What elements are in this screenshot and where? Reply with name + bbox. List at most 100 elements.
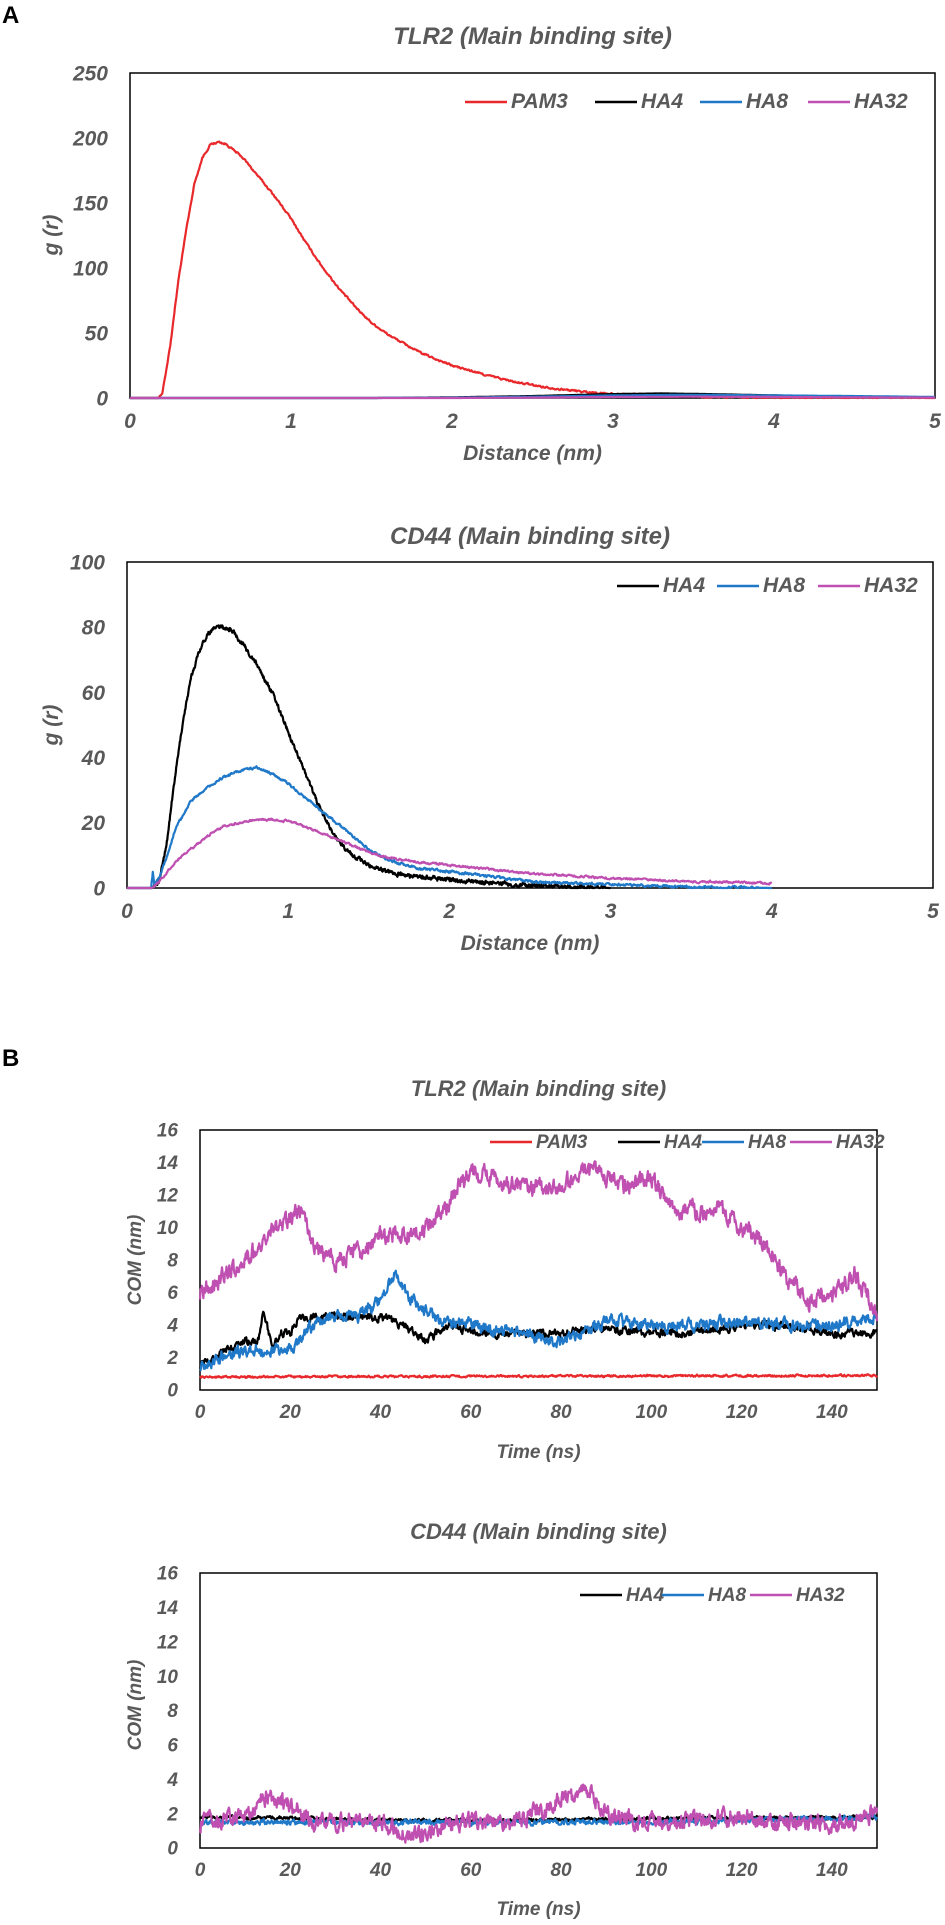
- legend-label-ha32: HA32: [854, 90, 908, 113]
- x-tick-label: 3: [607, 410, 619, 433]
- series-line-ha32: [129, 395, 936, 400]
- legend-label-ha4: HA4: [663, 574, 705, 597]
- legend-label-ha32: HA32: [796, 1585, 845, 1606]
- x-tick-label: 5: [929, 410, 941, 433]
- x-tick-label: 0: [195, 1860, 206, 1881]
- x-tick-label: 60: [460, 1860, 482, 1881]
- x-tick-label: 100: [635, 1402, 667, 1423]
- y-tick-label: 4: [166, 1316, 178, 1337]
- legend-label-ha8: HA8: [763, 574, 805, 597]
- x-tick-label: 140: [816, 1402, 848, 1423]
- y-tick-label: 16: [157, 1564, 179, 1585]
- y-tick-label: 20: [81, 812, 106, 835]
- x-tick-label: 40: [369, 1860, 392, 1881]
- chart-title: TLR2 (Main binding site): [411, 1076, 666, 1101]
- x-axis-label: Distance (nm): [461, 932, 600, 955]
- legend-label-pam3: PAM3: [511, 90, 568, 113]
- panel-label-b: B: [2, 1045, 20, 1072]
- legend-label-ha8: HA8: [746, 90, 788, 113]
- legend-label-pam3: PAM3: [536, 1132, 588, 1153]
- chart-title: TLR2 (Main binding site): [393, 23, 672, 50]
- x-tick-label: 4: [767, 410, 780, 433]
- plot-frame: [129, 72, 936, 399]
- series-line-ha8: [199, 1813, 878, 1827]
- legend-label-ha32: HA32: [836, 1132, 885, 1153]
- y-axis-label: g (r): [40, 705, 63, 747]
- y-tick-label: 10: [157, 1218, 179, 1239]
- x-tick-label: 140: [816, 1860, 848, 1881]
- plot-frame: [199, 1572, 878, 1849]
- y-tick-label: 12: [157, 1632, 179, 1653]
- x-tick-label: 2: [443, 900, 456, 923]
- chart-rdf-cd44: CD44 (Main binding site) 0 20 40 60 80 100 0 1 2 3…: [40, 523, 939, 955]
- legend-label-ha32: HA32: [864, 574, 918, 597]
- y-tick-label: 100: [70, 551, 105, 574]
- y-axis-label: COM (nm): [125, 1215, 146, 1306]
- x-tick-label: 20: [279, 1860, 302, 1881]
- x-tick-label: 80: [550, 1402, 572, 1423]
- x-tick-label: 100: [635, 1860, 667, 1881]
- series-line-pam3: [129, 140, 936, 400]
- y-tick-label: 16: [157, 1121, 179, 1142]
- x-tick-label: 80: [550, 1860, 572, 1881]
- x-tick-label: 0: [124, 410, 136, 433]
- y-tick-label: 2: [166, 1804, 178, 1825]
- y-tick-label: 250: [72, 62, 108, 85]
- x-tick-label: 120: [726, 1860, 758, 1881]
- y-tick-label: 80: [82, 617, 106, 640]
- y-tick-label: 200: [72, 127, 108, 150]
- chart-com-cd44: CD44 (Main binding site) 0 2 4 6 8 10 12 14 16 0 20…: [125, 1519, 879, 1920]
- legend-label-ha4: HA4: [664, 1132, 702, 1153]
- x-tick-label: 5: [927, 900, 939, 923]
- x-tick-label: 2: [445, 410, 458, 433]
- series-line-ha4: [126, 624, 612, 890]
- y-tick-label: 0: [167, 1381, 178, 1402]
- series-line-ha32: [126, 817, 773, 890]
- legend-label-ha4: HA4: [626, 1585, 664, 1606]
- y-tick-label: 6: [167, 1283, 178, 1304]
- x-tick-label: 20: [279, 1402, 302, 1423]
- y-tick-label: 4: [166, 1770, 178, 1791]
- y-tick-label: 12: [157, 1186, 179, 1207]
- chart-rdf-tlr2: TLR2 (Main binding site) 0 50 100 150 200 250 0…: [40, 23, 941, 465]
- series-line-ha32: [198, 1783, 879, 1844]
- legend-label-ha8: HA8: [708, 1585, 746, 1606]
- series-line-ha8: [199, 1269, 878, 1372]
- y-tick-label: 50: [85, 322, 109, 345]
- y-axis-label: g (r): [40, 215, 63, 257]
- plot-frame: [199, 1129, 878, 1391]
- x-tick-label: 0: [195, 1402, 206, 1423]
- x-axis-label: Time (ns): [496, 1442, 580, 1463]
- y-tick-label: 0: [167, 1839, 178, 1860]
- legend-label-ha4: HA4: [641, 90, 683, 113]
- y-tick-label: 0: [96, 387, 108, 410]
- panel-label-a: A: [2, 2, 20, 29]
- chart-title: CD44 (Main binding site): [390, 523, 670, 550]
- chart-com-tlr2: TLR2 (Main binding site) 0 2 4 6 8 10 12 14 16 0 20…: [125, 1076, 885, 1463]
- chart-title: CD44 (Main binding site): [410, 1519, 667, 1544]
- plot-frame: [126, 561, 934, 889]
- x-axis-label: Distance (nm): [463, 442, 602, 465]
- y-tick-label: 100: [73, 257, 108, 280]
- x-tick-label: 120: [726, 1402, 758, 1423]
- y-tick-label: 150: [73, 192, 108, 215]
- y-tick-label: 8: [167, 1251, 178, 1272]
- y-tick-label: 10: [157, 1667, 179, 1688]
- x-tick-label: 4: [765, 900, 778, 923]
- x-tick-label: 1: [285, 410, 297, 433]
- series-line-ha32: [198, 1160, 879, 1322]
- y-tick-label: 14: [157, 1598, 179, 1619]
- y-tick-label: 60: [82, 682, 106, 705]
- y-tick-label: 2: [166, 1348, 178, 1369]
- x-tick-label: 0: [121, 900, 133, 923]
- y-tick-label: 40: [81, 747, 106, 770]
- x-tick-label: 1: [282, 900, 294, 923]
- y-tick-label: 14: [157, 1153, 179, 1174]
- y-axis-label: COM (nm): [125, 1660, 146, 1751]
- y-tick-label: 0: [93, 877, 105, 900]
- series-line-pam3: [199, 1373, 878, 1380]
- x-tick-label: 3: [605, 900, 617, 923]
- x-axis-label: Time (ns): [496, 1899, 580, 1920]
- y-tick-label: 6: [167, 1736, 178, 1757]
- x-tick-label: 60: [460, 1402, 482, 1423]
